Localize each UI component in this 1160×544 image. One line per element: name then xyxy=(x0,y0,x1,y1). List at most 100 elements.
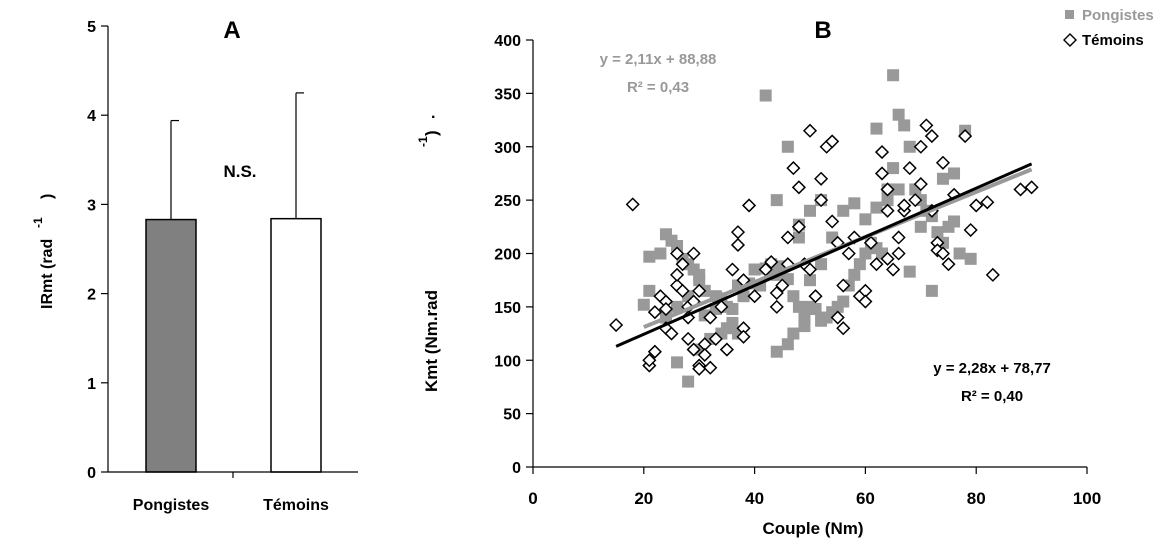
panel-a-ns-annotation: N.S. xyxy=(223,162,256,181)
panel-b-y-label-close: ) xyxy=(422,130,441,136)
panel-b-x-tick-label: 0 xyxy=(528,489,537,508)
pongistes-point-16 xyxy=(726,303,739,316)
panel-a-bars xyxy=(145,92,322,473)
panel-b-y-tick-label: 300 xyxy=(494,140,521,157)
temoins-point-11 xyxy=(675,257,690,272)
temoins-point-76 xyxy=(924,129,939,144)
temoins-point-42 xyxy=(791,219,806,234)
panel-a-x-tick-label: Pongistes xyxy=(133,497,210,514)
panel-b-x-tick-label: 100 xyxy=(1073,489,1101,508)
temoins-point-97 xyxy=(703,360,718,375)
temoins-point-82 xyxy=(941,257,956,272)
pongistes-point-62 xyxy=(781,140,794,153)
temoins-point-33 xyxy=(747,289,762,304)
panel-a-y-tick-label: 4 xyxy=(87,108,96,125)
pongistes-point-59 xyxy=(964,252,977,265)
panel-b-label: B xyxy=(814,17,831,44)
temoins-point-22 xyxy=(703,310,718,325)
temoins-point-55 xyxy=(836,321,851,336)
temoins-point-35 xyxy=(764,254,779,270)
temoins-point-88 xyxy=(985,267,1000,282)
panel-b-x-tick-label: 80 xyxy=(967,489,986,508)
temoins-point-3 xyxy=(642,353,657,368)
pongistes-point-69 xyxy=(682,375,695,388)
temoins-point-20 xyxy=(697,337,712,352)
panel-a-y-tick-label: 1 xyxy=(87,376,96,393)
temoins-point-1 xyxy=(625,197,640,212)
temoins-point-10 xyxy=(669,267,685,282)
temoins-point-36 xyxy=(769,285,784,301)
temoins-point-45 xyxy=(802,262,818,277)
panel-b-x-label: Couple (Nm) xyxy=(762,519,863,538)
temoins-point-0 xyxy=(609,317,624,333)
panel-b-y-tick-label: 200 xyxy=(494,247,521,264)
panel-a-bar-chart: A 0 1 2 3 4 5 Pongistes Témoins N.S. IRmt (rad… xyxy=(31,17,358,514)
stray-dot: · xyxy=(431,109,436,126)
temoins-point-81 xyxy=(935,246,951,261)
pongistes-point-68 xyxy=(781,338,794,351)
pongistes-point-67 xyxy=(770,345,783,358)
panel-b-y-label-main: Kmt (Nm.rad xyxy=(422,290,441,392)
pongistes-point-27 xyxy=(787,290,800,303)
pongistes-point-88 xyxy=(914,220,927,233)
temoins-point-96 xyxy=(686,342,701,357)
pongistes-point-76 xyxy=(671,300,684,313)
pongistes-point-65 xyxy=(925,284,938,297)
pongistes-point-28 xyxy=(792,300,805,313)
pongistes-point-83 xyxy=(848,197,861,210)
pongistes-point-47 xyxy=(898,119,911,132)
pongistes-point-6 xyxy=(671,240,684,253)
temoins-point-87 xyxy=(980,195,995,210)
pongistes-point-78 xyxy=(792,231,805,244)
pongistes-point-92 xyxy=(815,258,828,271)
temoins-point-89 xyxy=(1013,182,1028,197)
temoins-point-21 xyxy=(697,347,712,362)
temoins-point-51 xyxy=(825,214,840,229)
legend-pongistes-label: Pongistes xyxy=(1082,7,1154,24)
temoins-point-46 xyxy=(808,289,823,304)
pongistes-point-1 xyxy=(643,284,656,297)
panel-b-fit-lines xyxy=(615,162,1033,348)
panel-b-x-tick-label: 60 xyxy=(856,489,875,508)
panel-b-y-label-sup: -1 xyxy=(416,136,430,147)
temoins-point-12 xyxy=(675,283,690,298)
panel-a-y-tick-label: 3 xyxy=(87,197,96,214)
panel-b-y-tick-label: 50 xyxy=(503,407,521,424)
panel-a-y-tick-label: 0 xyxy=(87,465,96,482)
temoins-point-92 xyxy=(880,203,895,218)
temoins-point-72 xyxy=(908,193,923,208)
temoins-point-74 xyxy=(913,177,928,192)
panel-a-x-tick-label: Témoins xyxy=(263,497,329,514)
temoins-point-73 xyxy=(913,139,928,154)
panel-b-x-tick-label: 40 xyxy=(745,489,764,508)
temoins-point-64 xyxy=(874,145,890,160)
legend-temoins-marker xyxy=(1063,33,1077,47)
pongistes-equation: y = 2,11x + 88,88 xyxy=(600,51,717,68)
pongistes-point-20 xyxy=(748,263,761,276)
temoins-point-75 xyxy=(919,118,934,133)
temoins-point-91 xyxy=(897,198,912,213)
panel-a-y-label: IRmt (rad -1 ) xyxy=(31,194,56,309)
pongistes-r2: R² = 0,43 xyxy=(627,79,689,96)
temoins-point-66 xyxy=(880,251,895,266)
temoins-point-54 xyxy=(836,278,851,293)
temoins-point-99 xyxy=(647,305,662,320)
temoins-r2: R² = 0,40 xyxy=(961,388,1023,405)
pongistes-point-2 xyxy=(643,250,656,263)
temoins-point-48 xyxy=(814,193,829,208)
panel-a-y-label-close: ) xyxy=(39,194,56,199)
pongistes-point-84 xyxy=(859,213,872,226)
pongistes-point-3 xyxy=(654,247,667,260)
legend-pongistes-marker xyxy=(1065,10,1074,19)
temoins-point-98 xyxy=(658,301,674,317)
pongistes-point-0 xyxy=(637,298,650,311)
pongistes-point-61 xyxy=(770,194,783,207)
panel-a-x-ticks: Pongistes Témoins xyxy=(133,472,329,514)
temoins-point-62 xyxy=(869,257,884,272)
panel-b-points xyxy=(609,69,1039,388)
temoins-point-94 xyxy=(669,246,685,261)
pongistes-point-57 xyxy=(953,247,966,260)
pongistes-point-46 xyxy=(892,108,905,121)
temoins-point-19 xyxy=(692,283,707,298)
